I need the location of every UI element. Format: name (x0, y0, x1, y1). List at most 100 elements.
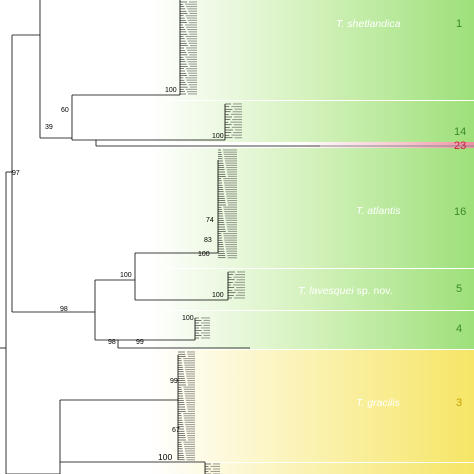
leaf-label-stub (186, 404, 195, 406)
clade-count-4: 4 (456, 323, 462, 335)
leaf-label-stub (186, 373, 195, 375)
leaf-label-stub (230, 121, 242, 123)
leaf-labels (178, 1, 474, 474)
leaf-label-stub (188, 52, 197, 54)
leaf-label-stub (226, 197, 237, 199)
support-39: 39 (45, 124, 53, 131)
leaf-label-stub (228, 204, 237, 206)
clade-bands (150, 0, 474, 474)
leaf-label-stub (187, 355, 195, 357)
leaf-label-stub (187, 61, 197, 63)
clade-name-atlantis: T. atlantis (356, 205, 401, 217)
leaf-label-stub (188, 22, 197, 24)
leaf-label-stub (234, 116, 242, 118)
leaf-label-stub (186, 26, 197, 28)
leaf-label-stub (226, 250, 237, 252)
leaf-label-stub (184, 393, 195, 395)
leaf-label-stub (225, 191, 237, 193)
leaf-label-stub (233, 284, 245, 286)
leaf-label-stub (185, 3, 197, 5)
support-99: 99 (136, 339, 144, 346)
leaf-label-stub (184, 419, 195, 421)
leaf-label-stub (186, 38, 197, 40)
leaf-label-stub (185, 397, 195, 399)
leaf-label-stub (188, 72, 197, 74)
leaf-label-stub (227, 228, 237, 230)
leaf-label-stub (235, 294, 245, 296)
support-83: 83 (204, 237, 212, 244)
leaf-label-stub (189, 75, 197, 77)
band-bottom (150, 463, 474, 474)
leaf-label-stub (187, 437, 195, 439)
clade-count-23: 23 (454, 140, 466, 152)
leaf-label-stub (227, 202, 237, 204)
leaf-label-stub (227, 255, 237, 257)
leaf-label-stub (232, 119, 242, 121)
support-74: 74 (206, 217, 214, 224)
leaf-label-stub (185, 450, 195, 452)
support-60: 60 (61, 107, 69, 114)
support-99-gracilis: 99 (170, 378, 178, 385)
leaf-label-stub (183, 386, 195, 388)
leaf-label-stub (189, 54, 197, 56)
leaf-label-stub (184, 417, 195, 419)
leaf-label-stub (231, 126, 242, 128)
leaf-label-stub (184, 421, 195, 423)
leaf-label-stub (183, 388, 195, 390)
leaf-label-stub (186, 91, 197, 93)
leaf-label-stub (231, 106, 242, 108)
leaf-label-stub (187, 351, 195, 353)
leaf-label-stub (189, 12, 197, 14)
support-100-mid: 100 (120, 272, 132, 279)
leaf-label-stub (184, 448, 195, 450)
leaf-label-stub (188, 63, 197, 65)
leaf-label-stub (234, 137, 242, 139)
band-clade4 (150, 311, 474, 349)
leaf-label-stub (225, 189, 237, 191)
leaf-label-stub (233, 132, 242, 134)
leaf-label-stub (226, 224, 237, 226)
leaf-label-stub (224, 158, 237, 160)
leaf-label-stub (185, 371, 195, 373)
leaf-label-stub (187, 19, 197, 21)
leaf-label-stub (184, 391, 195, 393)
leaf-label-stub (203, 319, 210, 321)
leaf-label-stub (184, 366, 195, 368)
leaf-label-stub (185, 395, 195, 397)
leaf-label-stub (224, 239, 237, 241)
band-atlantis (150, 148, 474, 268)
support-100-shetlandica: 100 (165, 87, 177, 94)
clade-count-3: 3 (456, 397, 462, 409)
leaf-label-stub (187, 435, 195, 437)
leaf-label-stub (184, 364, 195, 366)
leaf-label-stub (227, 257, 237, 259)
support-100-clade4: 100 (182, 315, 194, 322)
leaf-label-stub (236, 279, 245, 281)
leaf-label-stub (226, 222, 237, 224)
leaf-label-stub (186, 432, 195, 434)
leaf-label-stub (203, 334, 210, 336)
leaf-label-stub (235, 129, 242, 131)
leaf-label-stub (223, 180, 237, 182)
leaf-label-stub (227, 171, 237, 173)
leaf-label-stub (186, 402, 195, 404)
leaf-label-stub (213, 468, 220, 470)
clade-count-14: 14 (454, 126, 466, 138)
leaf-label-stub (227, 173, 237, 175)
leaf-label-stub (225, 217, 237, 219)
leaf-label-stub (234, 289, 245, 291)
leaf-label-stub (183, 441, 195, 443)
leaf-label-stub (188, 384, 195, 386)
leaf-label-stub (185, 424, 195, 426)
leaf-label-stub (185, 454, 195, 456)
clade-count-5: 5 (456, 283, 462, 295)
leaf-label-stub (226, 193, 237, 195)
leaf-label-stub (226, 252, 237, 254)
leaf-label-stub (224, 237, 237, 239)
tree-branches (0, 0, 320, 474)
clade-count-16: 16 (454, 206, 466, 218)
leaf-label-stub (186, 47, 197, 49)
leaf-label-stub (185, 35, 197, 37)
leaf-label-stub (188, 10, 197, 12)
